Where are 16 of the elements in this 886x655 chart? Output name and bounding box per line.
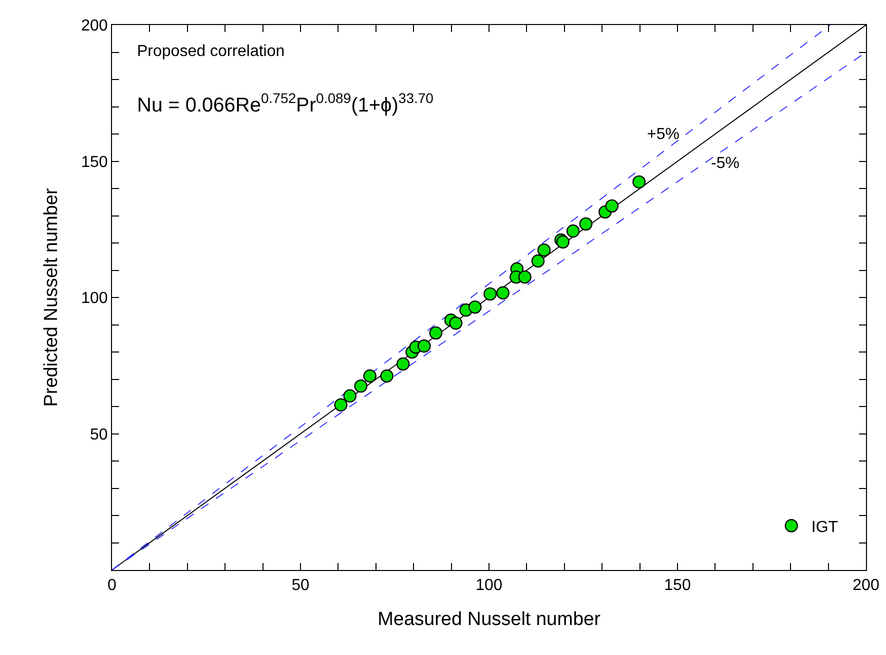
annotation: Nu = 0.066Re$^{0.752}$Pr$^{0.089}$(1+ϕ)$^{33.70}$ xyxy=(137,90,434,116)
x-axis-title: Measured Nusselt number xyxy=(378,609,602,630)
annotation: -5% xyxy=(711,155,740,172)
x-tick-label: 200 xyxy=(852,577,880,594)
annotation: Proposed correlation xyxy=(137,43,285,60)
y-tick-label: 150 xyxy=(81,154,108,171)
y-tick-label: 50 xyxy=(90,426,108,444)
x-tick-label: 50 xyxy=(292,577,310,594)
x-tick-label: 100 xyxy=(476,577,502,594)
annotation: +5% xyxy=(647,126,680,143)
y-axis-title: Predicted Nusselt number xyxy=(40,188,62,407)
y-tick-label: 100 xyxy=(81,290,108,308)
x-tick-label: 150 xyxy=(664,577,691,594)
legend-label: IGT xyxy=(811,518,838,536)
x-tick-label: 0 xyxy=(108,577,117,594)
y-tick-label: 200 xyxy=(81,18,108,35)
